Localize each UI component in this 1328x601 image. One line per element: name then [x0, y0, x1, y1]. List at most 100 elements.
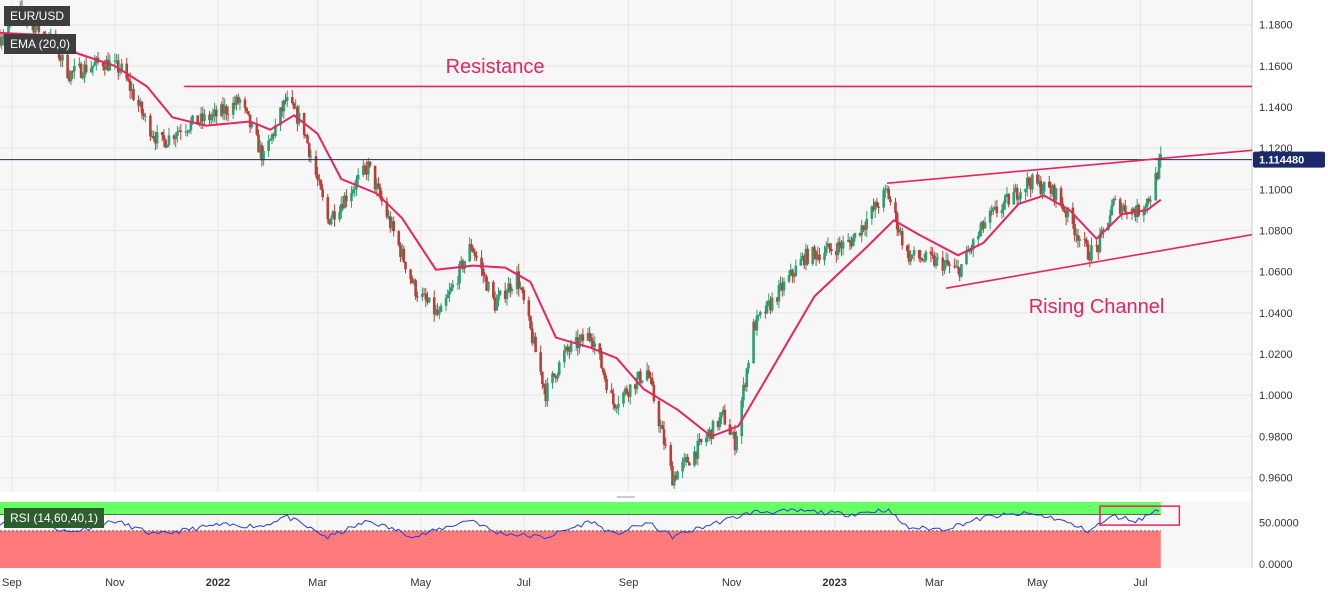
- candle-body: [1002, 203, 1005, 210]
- candle-body: [885, 188, 889, 190]
- candle-body: [764, 311, 767, 314]
- candle-body: [89, 68, 93, 73]
- candle-body: [917, 250, 921, 259]
- candle-body: [1083, 238, 1087, 240]
- candle-body: [432, 297, 436, 315]
- candle-body: [373, 165, 377, 190]
- candle-body: [1066, 207, 1070, 218]
- last-price-label: 1.114480: [1259, 155, 1304, 167]
- candle-body: [424, 293, 428, 300]
- candle-body: [1088, 259, 1092, 261]
- candle-body: [671, 466, 674, 486]
- rsi-highlight-box: [1099, 505, 1181, 526]
- candle-body: [475, 255, 478, 258]
- candle-body: [79, 63, 83, 78]
- candle-body: [186, 131, 189, 133]
- candle-body: [769, 300, 772, 311]
- candle-body: [992, 207, 995, 211]
- candle-body: [387, 216, 390, 218]
- candle-body: [517, 271, 521, 289]
- candle-body: [231, 102, 235, 115]
- candle-body: [581, 334, 585, 341]
- candle-body: [201, 113, 205, 122]
- candle-body: [137, 99, 140, 106]
- candle-body: [451, 284, 455, 288]
- candle-body: [532, 336, 536, 344]
- candle-body: [593, 343, 597, 347]
- candle-body: [522, 290, 526, 301]
- candle-body: [177, 130, 181, 132]
- candle-body: [463, 261, 466, 269]
- ema-tag[interactable]: EMA (20,0): [4, 34, 77, 54]
- candle-body: [1004, 195, 1007, 204]
- candle-body: [1095, 245, 1098, 247]
- candle-body: [789, 269, 793, 275]
- y-tick-label: 1.1400: [1259, 102, 1293, 114]
- candle-body: [765, 301, 769, 314]
- candle-body: [1049, 187, 1053, 194]
- candle-body: [150, 136, 154, 138]
- candle-body: [829, 248, 833, 252]
- candle-body: [1142, 208, 1146, 216]
- symbol-tag[interactable]: EUR/USD: [4, 6, 71, 26]
- channel-lower-line: [946, 233, 1253, 289]
- candle-body: [889, 199, 892, 203]
- candle-body: [507, 283, 510, 293]
- candle-body: [155, 132, 159, 144]
- candle-body: [740, 400, 744, 437]
- candle-body: [235, 96, 238, 105]
- candle-body: [858, 233, 862, 236]
- candle-body: [625, 388, 629, 394]
- candle-body: [282, 100, 286, 112]
- x-tick-label: Mar: [925, 577, 944, 589]
- candle-body: [590, 338, 593, 342]
- x-tick-label: May: [1027, 577, 1048, 589]
- candle-body: [1015, 187, 1019, 200]
- candle-body: [127, 78, 130, 81]
- candle-body: [78, 63, 81, 66]
- candle-body: [698, 439, 701, 441]
- rsi-overbought-zone: [0, 502, 1161, 515]
- candle-body: [850, 242, 853, 247]
- candle-body: [412, 280, 416, 284]
- candle-body: [439, 305, 443, 312]
- candle-body: [211, 113, 215, 118]
- candle-body: [307, 143, 311, 157]
- candle-body: [520, 287, 524, 291]
- candle-body: [936, 257, 940, 259]
- candle-body: [461, 260, 465, 269]
- candle-body: [162, 135, 166, 140]
- candle-body: [0, 39, 3, 46]
- candle-body: [601, 368, 605, 373]
- candle-body: [563, 350, 566, 363]
- last-price-badge: [1253, 151, 1325, 168]
- candle-body: [877, 206, 880, 208]
- candle-body: [1041, 191, 1044, 195]
- rsi-tick-label: 0.0000: [1259, 559, 1293, 571]
- candle-body: [649, 377, 652, 379]
- candle-body: [91, 65, 95, 69]
- candle-body: [1085, 239, 1088, 244]
- candle-body: [388, 216, 392, 229]
- candle-body: [258, 145, 262, 153]
- candle-body: [306, 135, 309, 144]
- candle-body: [493, 297, 497, 311]
- candle-body: [1007, 194, 1010, 205]
- candle-body: [1137, 204, 1141, 216]
- candle-body: [835, 251, 838, 256]
- candle-body: [189, 121, 193, 131]
- candle-body: [686, 456, 689, 463]
- candle-body: [753, 321, 757, 331]
- candle-body: [444, 297, 448, 306]
- candle-body: [605, 378, 608, 390]
- candle-body: [1031, 174, 1034, 190]
- candle-body: [862, 225, 865, 230]
- candle-body: [284, 100, 287, 102]
- candle-body: [661, 425, 664, 429]
- rsi-tag[interactable]: RSI (14,60,40,1): [4, 508, 105, 528]
- candle-body: [853, 233, 857, 238]
- candle-body: [221, 104, 225, 114]
- candle-body: [1014, 187, 1017, 193]
